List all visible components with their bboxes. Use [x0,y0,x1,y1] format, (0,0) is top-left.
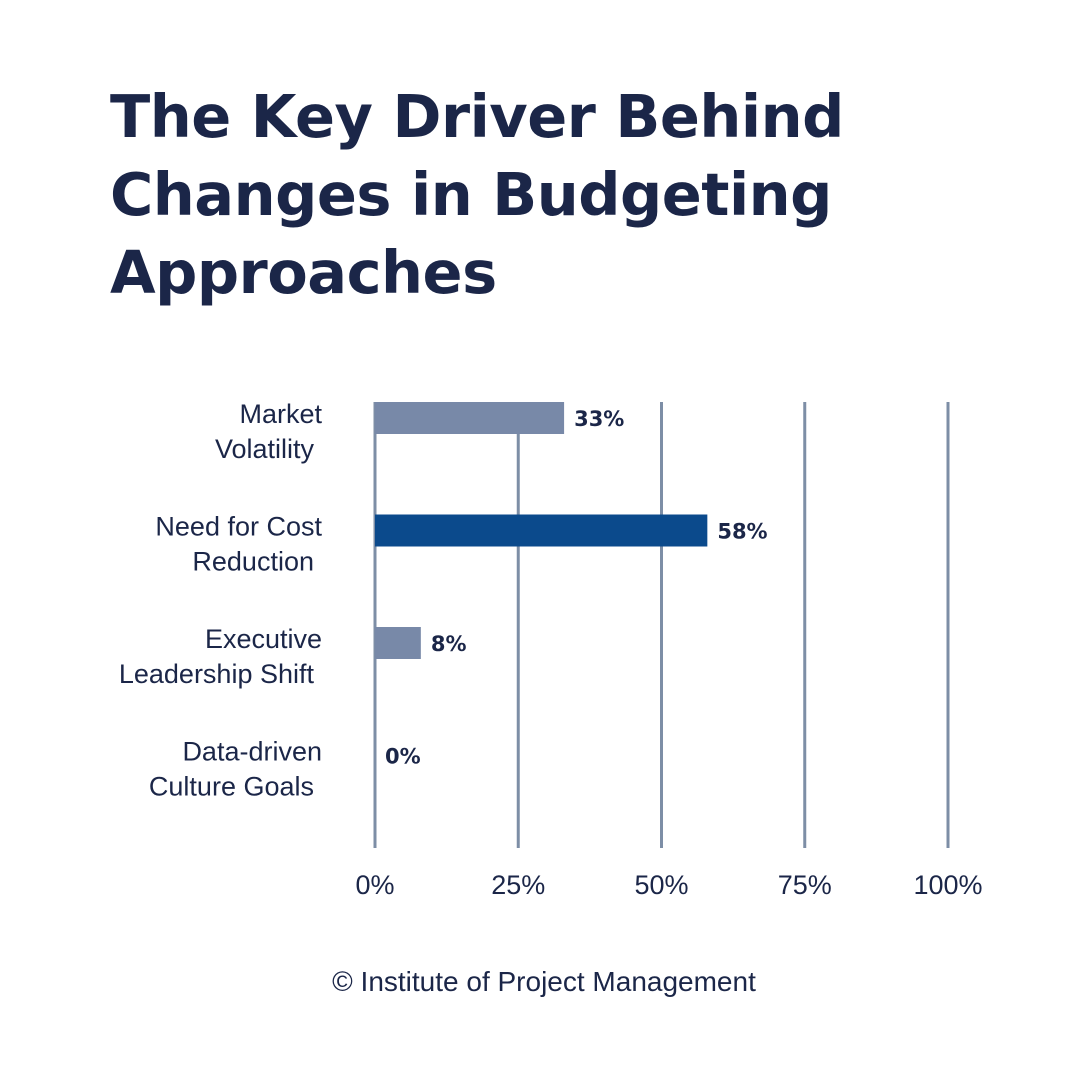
bar-2 [375,627,421,659]
category-label-1-line-0: Need for Cost [155,512,322,542]
value-label-1: 58% [717,520,767,544]
x-tick-label-100: 100% [913,870,982,900]
x-tick-label-75: 75% [778,870,832,900]
gridlines [373,402,950,848]
x-tick-label-50: 50% [634,870,688,900]
value-label-0: 33% [574,407,624,431]
x-axis-ticks: 0% 25% 50% 75% 100% [355,870,982,900]
category-label-0-line-1: Volatility [215,434,315,464]
category-label-2-line-1: Leadership Shift [119,659,315,689]
category-label-2-line-0: Executive [205,624,322,654]
chart-title: The Key Driver Behind Changes in Budgeti… [110,82,844,307]
value-label-2: 8% [431,632,467,656]
category-label-0-line-0: Market [239,399,322,429]
category-label-3-line-0: Data-driven [182,737,322,767]
category-label-1-line-1: Reduction [192,547,314,577]
bar-0 [375,402,565,434]
category-label-3-line-1: Culture Goals [149,772,314,802]
value-label-3: 0% [385,745,421,769]
copyright-text: © Institute of Project Management [332,966,756,997]
x-tick-label-0: 0% [355,870,394,900]
bar-1 [375,514,708,547]
value-labels: 33% 58% 8% 0% [385,407,768,769]
category-labels: Market Volatility Need for Cost Reduction Ex… [119,399,323,802]
x-tick-label-25: 25% [491,870,545,900]
bars [375,402,708,659]
